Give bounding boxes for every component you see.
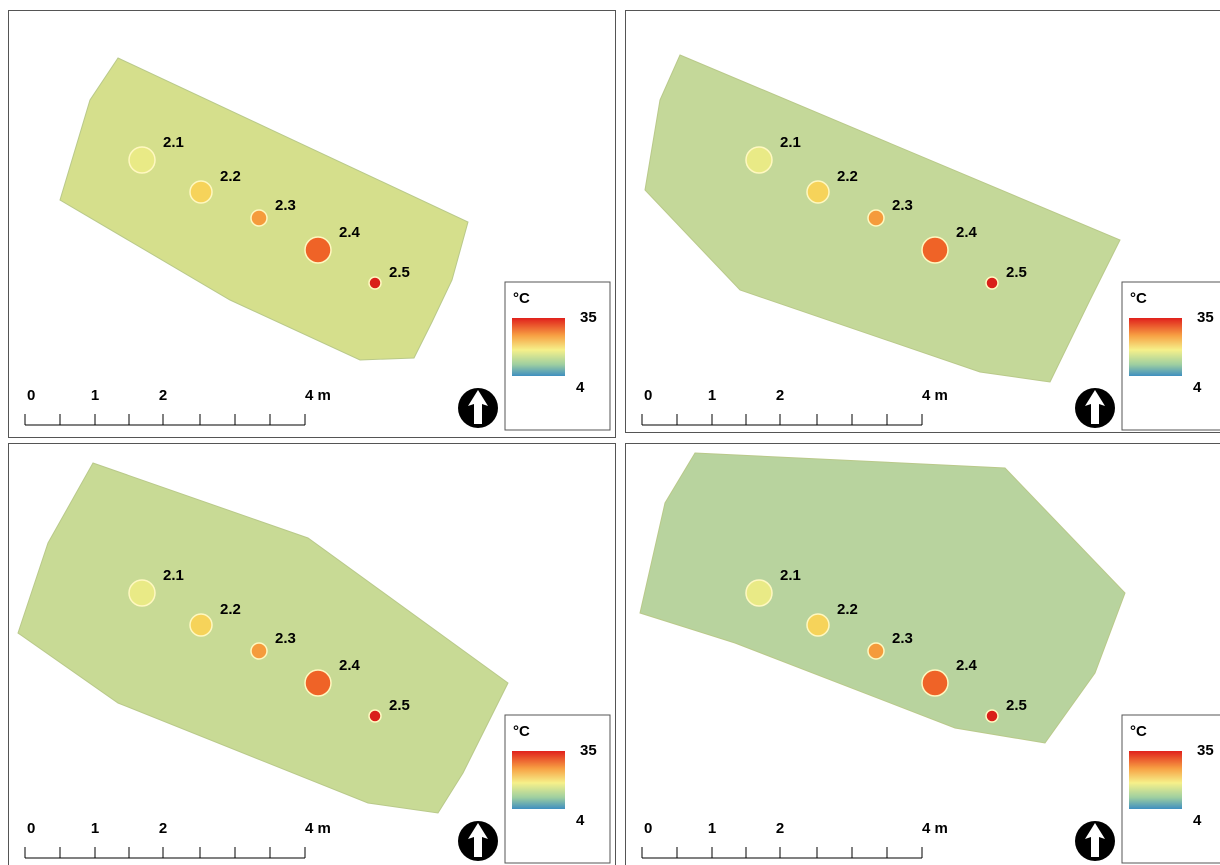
point-label: 2.4: [339, 657, 361, 674]
hot-spot: [251, 210, 267, 226]
hot-spot: [922, 670, 948, 696]
hot-spot: [190, 614, 212, 636]
legend-min: 4: [576, 812, 585, 829]
thermal-map-figure: 2.12.22.32.42.5°C3540124 m2.12.22.32.42.…: [0, 0, 1220, 865]
legend-unit: °C: [1130, 723, 1147, 740]
hot-spot: [807, 614, 829, 636]
hot-spot: [251, 643, 267, 659]
point-label: 2.5: [389, 697, 410, 714]
point-label: 2.4: [956, 657, 978, 674]
map-panel: 2.1 2.2 2.3 2.4 2.5 °C 35 4 0 1 2 4 m: [9, 11, 616, 438]
point-label: 2.2: [220, 601, 241, 618]
scale-label: 2: [776, 820, 784, 837]
legend-unit: °C: [513, 723, 530, 740]
point-label: 2.2: [837, 601, 858, 618]
hot-spot: [129, 147, 155, 173]
point-label: 2.1: [780, 567, 801, 584]
point-label: 2.5: [389, 264, 410, 281]
scale-label: 2: [159, 820, 167, 837]
hot-spot: [746, 147, 772, 173]
hot-spot: [922, 237, 948, 263]
point-label: 2.3: [275, 197, 296, 214]
point-label: 2.4: [339, 224, 361, 241]
point-label: 2.2: [837, 168, 858, 185]
legend-min: 4: [1193, 812, 1202, 829]
point-label: 2.1: [163, 567, 184, 584]
hot-spot: [986, 710, 998, 722]
legend-max: 35: [580, 309, 597, 326]
point-label: 2.5: [1006, 264, 1027, 281]
legend-max: 35: [580, 742, 597, 759]
scale-label: 0: [27, 820, 35, 837]
scale-label: 2: [776, 387, 784, 404]
hot-spot: [129, 580, 155, 606]
point-label: 2.1: [780, 134, 801, 151]
point-label: 2.5: [1006, 697, 1027, 714]
scale-label: 1: [708, 820, 716, 837]
hot-spot: [986, 277, 998, 289]
hot-spot: [807, 181, 829, 203]
hot-spot: [305, 237, 331, 263]
legend-min: 4: [1193, 379, 1202, 396]
point-label: 2.3: [892, 630, 913, 647]
hot-spot: [305, 670, 331, 696]
hot-spot: [369, 277, 381, 289]
legend-unit: °C: [1130, 290, 1147, 307]
legend-gradient: [512, 751, 565, 809]
legend-gradient: [1129, 751, 1182, 809]
legend-min: 4: [576, 379, 585, 396]
point-label: 2.1: [163, 134, 184, 151]
legend-max: 35: [1197, 309, 1214, 326]
hot-spot: [868, 643, 884, 659]
scale-label: 4 m: [922, 820, 948, 837]
point-label: 2.3: [892, 197, 913, 214]
scale-label: 1: [91, 820, 99, 837]
map-panel: 2.1 2.2 2.3 2.4 2.5 °C 35 4 0 1 2 4 m: [626, 11, 1220, 433]
hot-spot: [746, 580, 772, 606]
scale-label: 4 m: [305, 820, 331, 837]
legend-max: 35: [1197, 742, 1214, 759]
scale-label: 1: [708, 387, 716, 404]
scale-label: 0: [644, 820, 652, 837]
point-label: 2.2: [220, 168, 241, 185]
point-label: 2.3: [275, 630, 296, 647]
scale-label: 2: [159, 387, 167, 404]
scale-label: 0: [27, 387, 35, 404]
hot-spot: [868, 210, 884, 226]
map-panel: 2.1 2.2 2.3 2.4 2.5 °C 35 4 0 1 2 4 m: [626, 444, 1220, 865]
scale-label: 4 m: [305, 387, 331, 404]
scale-label: 4 m: [922, 387, 948, 404]
hot-spot: [369, 710, 381, 722]
map-panel: 2.1 2.2 2.3 2.4 2.5 °C 35 4 0 1 2 4 m: [9, 444, 616, 865]
scale-label: 1: [91, 387, 99, 404]
point-label: 2.4: [956, 224, 978, 241]
legend-unit: °C: [513, 290, 530, 307]
hot-spot: [190, 181, 212, 203]
legend-gradient: [512, 318, 565, 376]
scale-label: 0: [644, 387, 652, 404]
legend-gradient: [1129, 318, 1182, 376]
